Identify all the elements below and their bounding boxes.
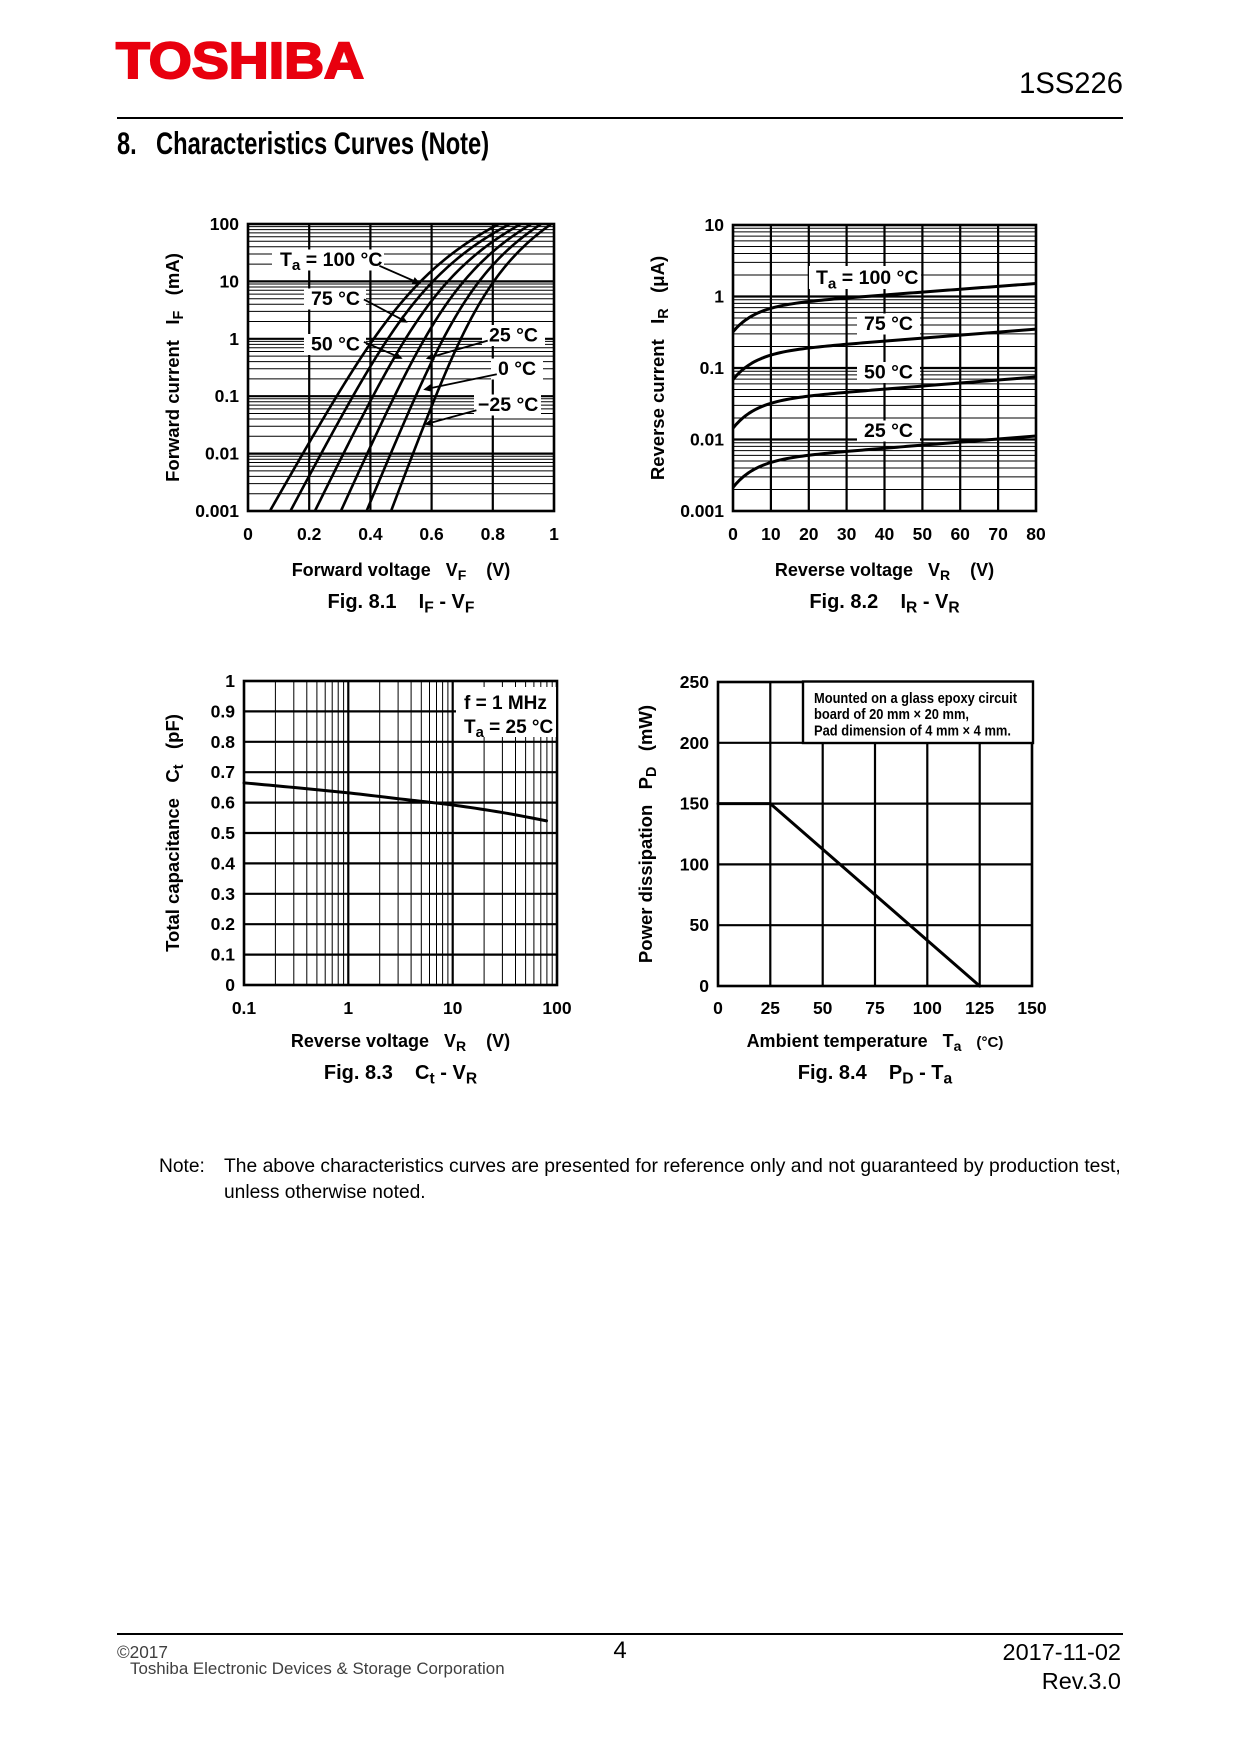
svg-text:1: 1 bbox=[229, 329, 239, 349]
svg-text:0.4: 0.4 bbox=[211, 853, 236, 873]
svg-text:Reverse voltage VR (V): Reverse voltage VR (V) bbox=[291, 1031, 510, 1054]
svg-text:Total capacitance Ct (pF): Total capacitance Ct (pF) bbox=[162, 714, 187, 952]
svg-text:25 °C: 25 °C bbox=[864, 420, 913, 442]
svg-text:75: 75 bbox=[865, 998, 885, 1018]
svg-text:75 °C: 75 °C bbox=[864, 313, 913, 335]
svg-text:25: 25 bbox=[761, 998, 781, 1018]
svg-text:Ambient temperature Ta (°C: Ambient temperature Ta (°C) bbox=[747, 1031, 1004, 1054]
svg-text:75 °C: 75 °C bbox=[311, 288, 360, 310]
svg-text:board of 20 mm × 20 mm,: board of 20 mm × 20 mm, bbox=[814, 707, 969, 723]
svg-text:Reverse current IR (μA): Reverse current IR (μA) bbox=[647, 256, 672, 480]
svg-text:Ta = 100 °C: Ta = 100 °C bbox=[816, 267, 918, 292]
svg-text:50: 50 bbox=[913, 524, 933, 544]
svg-text:30: 30 bbox=[837, 524, 857, 544]
svg-text:125: 125 bbox=[965, 998, 994, 1018]
svg-text:0.001: 0.001 bbox=[195, 501, 239, 521]
svg-text:40: 40 bbox=[875, 524, 895, 544]
svg-text:0.8: 0.8 bbox=[211, 732, 236, 752]
svg-text:0.9: 0.9 bbox=[211, 701, 236, 721]
svg-text:0.1: 0.1 bbox=[215, 386, 240, 406]
svg-text:0.01: 0.01 bbox=[205, 444, 239, 464]
svg-text:10: 10 bbox=[220, 271, 240, 291]
svg-text:100: 100 bbox=[680, 854, 709, 874]
svg-text:0: 0 bbox=[243, 524, 253, 544]
svg-text:50: 50 bbox=[690, 915, 710, 935]
svg-text:250: 250 bbox=[680, 672, 709, 692]
svg-text:Fig. 8.1 IF - VF: Fig. 8.1 IF - VF bbox=[328, 591, 475, 616]
svg-text:0.8: 0.8 bbox=[481, 524, 506, 544]
svg-text:60: 60 bbox=[950, 524, 970, 544]
svg-text:0.1: 0.1 bbox=[700, 358, 725, 378]
svg-text:100: 100 bbox=[210, 214, 239, 234]
svg-text:0.1: 0.1 bbox=[232, 998, 257, 1018]
svg-text:0.2: 0.2 bbox=[297, 524, 322, 544]
svg-text:Fig. 8.3 Ct - VR: Fig. 8.3 Ct - VR bbox=[324, 1062, 477, 1087]
svg-text:0.01: 0.01 bbox=[690, 430, 724, 450]
svg-text:Fig. 8.4 PD - Ta: Fig. 8.4 PD - Ta bbox=[798, 1062, 953, 1087]
svg-text:0.6: 0.6 bbox=[211, 793, 236, 813]
svg-text:Ta = 100 °C: Ta = 100 °C bbox=[280, 249, 382, 274]
svg-text:Reverse voltage VR (V): Reverse voltage VR (V) bbox=[775, 560, 994, 583]
svg-text:0.7: 0.7 bbox=[211, 762, 235, 782]
svg-text:0: 0 bbox=[699, 976, 709, 996]
svg-text:Forward current IF (mA): Forward current IF (mA) bbox=[162, 253, 187, 482]
svg-text:0.1: 0.1 bbox=[211, 945, 236, 965]
svg-text:1: 1 bbox=[714, 287, 724, 307]
svg-text:80: 80 bbox=[1026, 524, 1046, 544]
svg-text:Pad dimension of 4 mm × 4 mm.: Pad dimension of 4 mm × 4 mm. bbox=[814, 724, 1011, 740]
svg-text:0: 0 bbox=[225, 975, 235, 995]
svg-text:10: 10 bbox=[705, 215, 725, 235]
svg-text:20: 20 bbox=[799, 524, 819, 544]
svg-text:70: 70 bbox=[988, 524, 1008, 544]
svg-text:Power dissipation PD (mW): Power dissipation PD (mW) bbox=[635, 705, 660, 963]
svg-text:0: 0 bbox=[728, 524, 738, 544]
svg-text:200: 200 bbox=[680, 733, 709, 753]
svg-text:f = 1 MHz: f = 1 MHz bbox=[464, 693, 547, 714]
svg-text:Fig. 8.2 IR - VR: Fig. 8.2 IR - VR bbox=[809, 591, 959, 616]
svg-text:100: 100 bbox=[913, 998, 942, 1018]
svg-text:50 °C: 50 °C bbox=[864, 362, 913, 384]
svg-text:0.2: 0.2 bbox=[211, 914, 236, 934]
svg-text:0.4: 0.4 bbox=[358, 524, 383, 544]
svg-text:25 °C: 25 °C bbox=[489, 325, 538, 347]
svg-text:10: 10 bbox=[443, 998, 463, 1018]
svg-text:0.3: 0.3 bbox=[211, 884, 236, 904]
svg-text:Ta = 25 °C: Ta = 25 °C bbox=[464, 717, 554, 741]
svg-text:1: 1 bbox=[343, 998, 353, 1018]
svg-text:150: 150 bbox=[1017, 998, 1046, 1018]
svg-text:50: 50 bbox=[813, 998, 833, 1018]
svg-text:100: 100 bbox=[542, 998, 571, 1018]
svg-text:0.5: 0.5 bbox=[211, 823, 236, 843]
svg-text:0.001: 0.001 bbox=[680, 501, 724, 521]
svg-text:0 °C: 0 °C bbox=[498, 358, 536, 380]
svg-text:0.6: 0.6 bbox=[419, 524, 444, 544]
svg-text:0: 0 bbox=[713, 998, 723, 1018]
svg-text:150: 150 bbox=[680, 794, 709, 814]
svg-text:50 °C: 50 °C bbox=[311, 334, 360, 356]
svg-text:−25 °C: −25 °C bbox=[478, 394, 538, 416]
svg-text:1: 1 bbox=[549, 524, 559, 544]
svg-text:Mounted on a glass epoxy circu: Mounted on a glass epoxy circuit bbox=[814, 691, 1017, 707]
svg-text:10: 10 bbox=[761, 524, 781, 544]
svg-text:1: 1 bbox=[225, 671, 235, 691]
svg-text:Forward voltage VF (V): Forward voltage VF (V) bbox=[292, 560, 511, 583]
